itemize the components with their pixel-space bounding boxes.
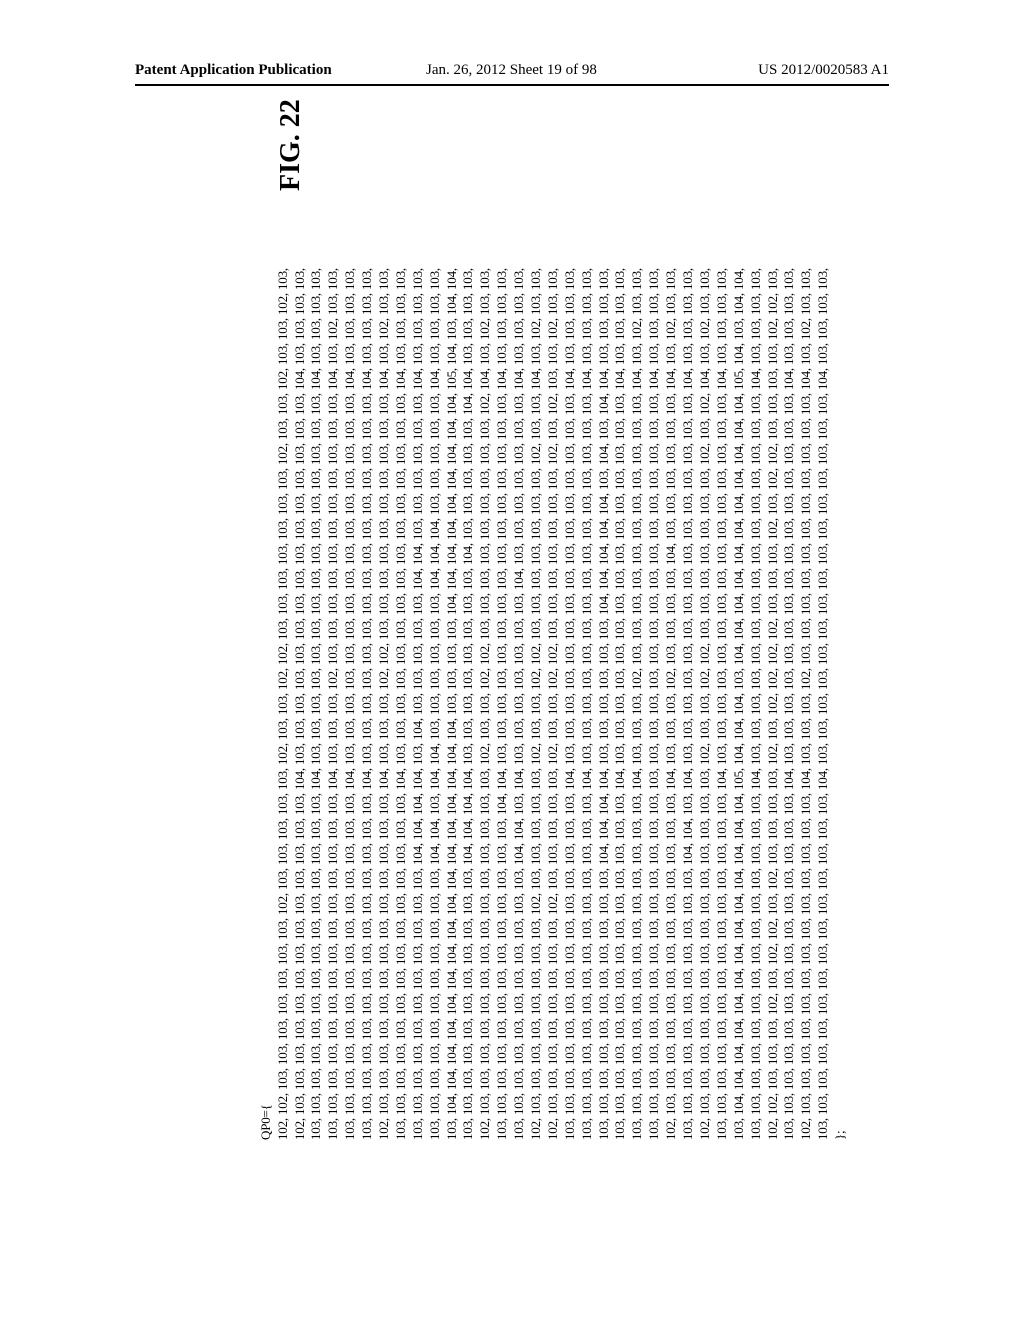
matrix-row: 103, 103, 103, 103, 103, 103, 103, 103, … xyxy=(629,130,646,1140)
matrix-row: 102, 103, 103, 103, 103, 103, 103, 103, … xyxy=(477,130,494,1140)
matrix-row: 103, 103, 103, 103, 103, 103, 103, 103, … xyxy=(410,130,427,1140)
matrix-row: 102, 103, 103, 103, 103, 103, 103, 103, … xyxy=(292,130,309,1140)
matrix-prefix: QP0={ xyxy=(258,130,275,1140)
matrix-row: 103, 103, 103, 103, 103, 103, 103, 103, … xyxy=(325,130,342,1140)
header-date-sheet: Jan. 26, 2012 Sheet 19 of 98 xyxy=(426,62,597,79)
matrix-row: 103, 104, 104, 104, 104, 104, 104, 104, … xyxy=(444,130,461,1140)
matrix-row: 102, 103, 103, 103, 103, 103, 103, 103, … xyxy=(798,130,815,1140)
matrix-row: 103, 103, 103, 103, 103, 103, 103, 103, … xyxy=(748,130,765,1140)
matrix-row: 102, 102, 103, 103, 103, 102, 103, 102, … xyxy=(765,130,782,1140)
matrix-row: 103, 103, 103, 103, 103, 103, 103, 103, … xyxy=(308,130,325,1140)
matrix-row: 102, 103, 103, 103, 103, 103, 103, 103, … xyxy=(376,130,393,1140)
matrix-row: 103, 103, 103, 103, 103, 103, 103, 103, … xyxy=(781,130,798,1140)
matrix-row: 102, 103, 103, 103, 103, 103, 103, 103, … xyxy=(545,130,562,1140)
matrix-row: 102, 102, 103, 103, 103, 103, 103, 103, … xyxy=(275,130,292,1140)
matrix-row: 103, 103, 103, 103, 103, 103, 103, 103, … xyxy=(815,130,832,1140)
matrix-row: 103, 103, 103, 103, 103, 103, 103, 103, … xyxy=(460,130,477,1140)
header-doc-number: US 2012/0020583 A1 xyxy=(758,62,889,79)
matrix-row: 103, 103, 103, 103, 103, 103, 103, 103, … xyxy=(427,130,444,1140)
matrix-row: 102, 103, 103, 103, 103, 103, 103, 103, … xyxy=(697,130,714,1140)
matrix-row: 103, 103, 103, 103, 103, 103, 103, 103, … xyxy=(359,130,376,1140)
matrix-row: 102, 103, 103, 103, 103, 103, 103, 103, … xyxy=(663,130,680,1140)
matrix-row: 103, 103, 103, 103, 103, 103, 103, 103, … xyxy=(511,130,528,1140)
matrix-row: 103, 103, 103, 103, 103, 103, 103, 103, … xyxy=(612,130,629,1140)
matrix-row: 103, 103, 103, 103, 103, 103, 103, 103, … xyxy=(680,130,697,1140)
matrix-suffix: }; xyxy=(832,130,849,1140)
matrix-row: 103, 103, 103, 103, 103, 103, 103, 103, … xyxy=(646,130,663,1140)
header-rule xyxy=(135,84,889,86)
matrix-row: 103, 103, 103, 103, 103, 103, 103, 103, … xyxy=(342,130,359,1140)
data-matrix: QP0={102, 102, 103, 103, 103, 103, 103, … xyxy=(224,130,849,1140)
header-publication: Patent Application Publication xyxy=(135,62,332,79)
matrix-row: 102, 103, 103, 103, 103, 103, 103, 103, … xyxy=(528,130,545,1140)
matrix-row: 103, 103, 103, 103, 103, 103, 103, 103, … xyxy=(494,130,511,1140)
matrix-row: 103, 104, 104, 104, 104, 104, 104, 104, … xyxy=(731,130,748,1140)
matrix-row: 103, 103, 103, 103, 103, 103, 103, 103, … xyxy=(714,130,731,1140)
matrix-row: 103, 103, 103, 103, 103, 103, 103, 103, … xyxy=(393,130,410,1140)
matrix-row: 103, 103, 103, 103, 103, 103, 103, 103, … xyxy=(596,130,613,1140)
matrix-row: 103, 103, 103, 103, 103, 103, 103, 103, … xyxy=(579,130,596,1140)
matrix-row: 103, 103, 103, 103, 103, 103, 103, 103, … xyxy=(562,130,579,1140)
